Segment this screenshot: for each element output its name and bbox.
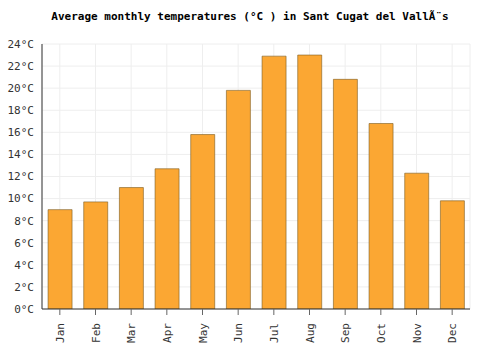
svg-text:May: May <box>197 323 210 343</box>
svg-text:Feb: Feb <box>90 323 103 343</box>
svg-text:Aug: Aug <box>304 323 317 343</box>
svg-text:2°C: 2°C <box>14 281 34 294</box>
svg-text:Dec: Dec <box>446 323 459 343</box>
svg-text:Nov: Nov <box>411 323 424 343</box>
svg-text:12°C: 12°C <box>8 170 34 183</box>
svg-text:Jun: Jun <box>232 323 245 343</box>
html-text:Average monthly temperatures (: Average monthly temperatures (°C ) in Sa… <box>51 10 449 23</box>
svg-text:Jan: Jan <box>54 323 67 343</box>
svg-text:Apr: Apr <box>161 323 174 343</box>
svg-text:4°C: 4°C <box>14 259 34 272</box>
svg-text:18°C: 18°C <box>8 104 34 117</box>
svg-text:14°C: 14°C <box>8 148 34 161</box>
svg-text:8°C: 8°C <box>14 215 34 228</box>
svg-text:16°C: 16°C <box>8 126 34 139</box>
svg-text:20°C: 20°C <box>8 82 34 95</box>
svg-text:Jul: Jul <box>268 323 281 343</box>
svg-text:Mar: Mar <box>125 323 138 343</box>
svg-text:22°C: 22°C <box>8 60 34 73</box>
svg-text:0°C: 0°C <box>14 303 34 316</box>
svg-text:6°C: 6°C <box>14 237 34 250</box>
svg-text:10°C: 10°C <box>8 192 34 205</box>
svg-text:Oct: Oct <box>375 323 388 343</box>
svg-text:Sep: Sep <box>339 323 352 343</box>
svg-text:24°C: 24°C <box>8 38 34 51</box>
